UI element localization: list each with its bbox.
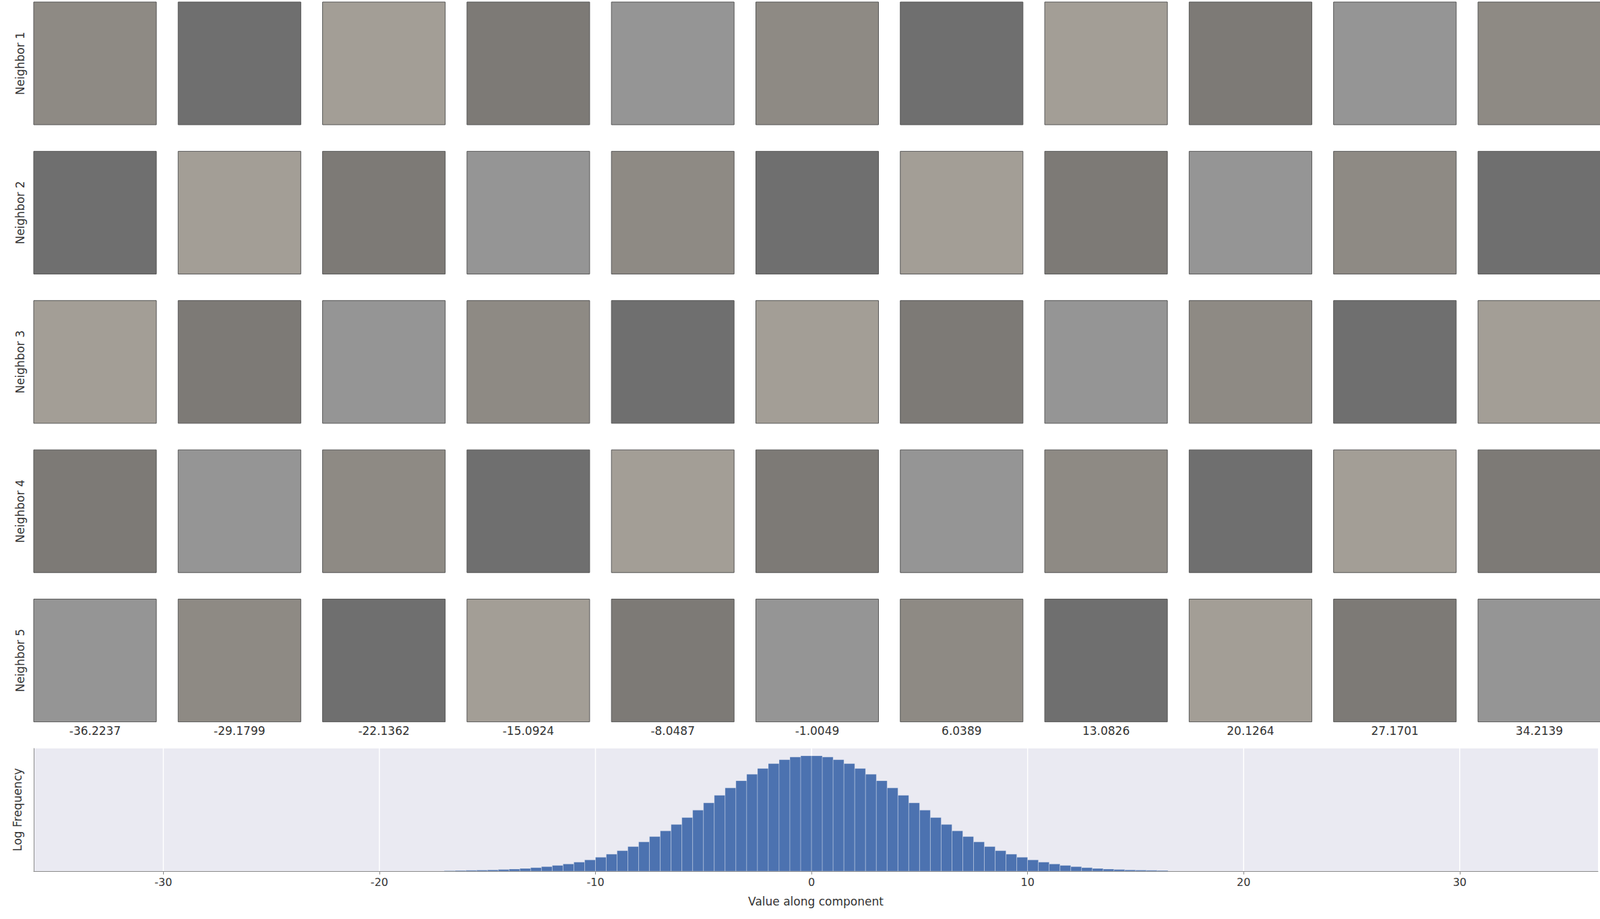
- svg-text:0: 0: [808, 875, 815, 889]
- svg-text:-1.0049: -1.0049: [795, 723, 840, 738]
- svg-text:10: 10: [1020, 875, 1034, 889]
- svg-text:6.0389: 6.0389: [941, 723, 982, 738]
- svg-text:Neighbor 4: Neighbor 4: [13, 479, 27, 543]
- svg-text:27.1701: 27.1701: [1371, 723, 1419, 738]
- svg-text:Log Frequency: Log Frequency: [10, 767, 25, 852]
- svg-text:-22.1362: -22.1362: [357, 723, 410, 738]
- svg-text:-29.1799: -29.1799: [213, 723, 265, 738]
- svg-text:Value along component: Value along component: [748, 894, 884, 908]
- svg-text:-10: -10: [586, 875, 604, 889]
- svg-text:20: 20: [1236, 875, 1251, 889]
- svg-text:20.1264: 20.1264: [1226, 723, 1274, 738]
- svg-text:-20: -20: [370, 875, 389, 889]
- svg-text:-30: -30: [154, 875, 172, 889]
- svg-text:-8.0487: -8.0487: [650, 723, 695, 738]
- svg-text:30: 30: [1453, 875, 1467, 889]
- svg-text:Neighbor 3: Neighbor 3: [13, 330, 27, 394]
- svg-text:-36.2237: -36.2237: [69, 723, 121, 738]
- svg-text:13.0826: 13.0826: [1082, 723, 1130, 738]
- svg-text:Neighbor 1: Neighbor 1: [13, 31, 27, 96]
- svg-text:-15.0924: -15.0924: [502, 723, 555, 738]
- svg-text:Neighbor 5: Neighbor 5: [13, 628, 27, 693]
- svg-text:Neighbor 2: Neighbor 2: [13, 180, 27, 244]
- svg-text:34.2139: 34.2139: [1515, 723, 1563, 738]
